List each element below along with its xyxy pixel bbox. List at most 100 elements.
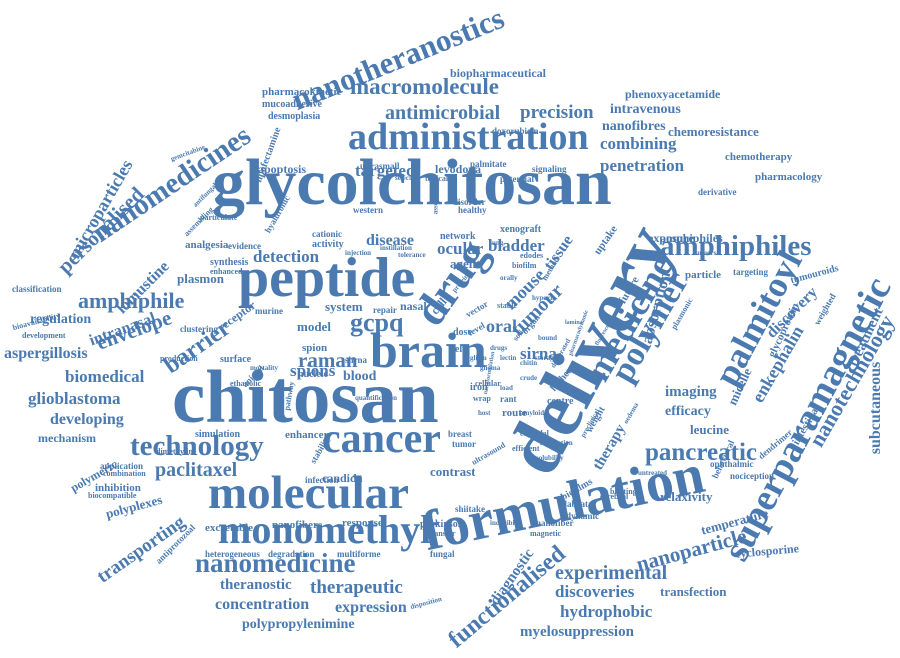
word-load: load xyxy=(500,384,513,392)
word-fungal: fungal xyxy=(430,549,455,559)
word-surface: surface xyxy=(220,354,252,365)
word-exposure: exposure xyxy=(648,231,694,245)
word-palmitate: palmitate xyxy=(470,159,507,169)
word-amphiphile: amphiphile xyxy=(78,288,185,313)
word-crude: crude xyxy=(520,374,538,382)
word-subcutaneous: subcutaneous xyxy=(867,361,885,455)
word-nanomedicine: nanomedicine xyxy=(195,548,356,578)
word-dynamic: dynamic xyxy=(566,511,600,521)
word-tolerance: tolerance xyxy=(398,251,426,259)
word-xenograft: xenograft xyxy=(500,224,542,235)
word-stable: stable xyxy=(497,301,517,310)
word-chitosan: chitosan xyxy=(172,356,439,439)
word-nanoparticle: nanoparticle xyxy=(633,523,750,577)
word-intravenous: intravenous xyxy=(610,102,681,117)
word-efficacy: efficacy xyxy=(665,404,711,419)
word-ocular: ocular xyxy=(437,239,484,258)
word-inducible: inducible xyxy=(490,519,518,527)
word-administration: administration xyxy=(348,116,589,158)
word-clustering: clustering xyxy=(180,324,218,334)
word-pharmacology: pharmacology xyxy=(755,171,823,183)
word-therapeutic: therapeutic xyxy=(310,577,403,598)
word-solubility: solubility xyxy=(536,454,564,462)
word-breast: breast xyxy=(448,429,472,439)
word-raman: raman xyxy=(298,348,358,372)
word-cellular: cellular xyxy=(475,379,501,388)
word-classification: classification xyxy=(12,284,62,294)
word-shrna: shrna xyxy=(345,355,368,365)
word-lamina: lamina xyxy=(565,320,583,326)
word-disposition: disposition xyxy=(409,594,443,612)
word-gliom: gliom xyxy=(470,354,487,362)
word-iron: iron xyxy=(470,382,488,393)
word-tumor: tumor xyxy=(452,439,476,449)
word-rant: rant xyxy=(500,394,517,404)
word-expression: expression xyxy=(335,599,407,616)
word-storage: storage xyxy=(535,354,557,362)
word-enhancer: enhancer xyxy=(285,429,329,441)
word-development: development xyxy=(22,331,66,340)
word-ophthalmic: ophthalmic xyxy=(710,459,754,469)
word-doxorubicin: doxorubicin xyxy=(492,126,539,136)
word-myelosuppression: myelosuppression xyxy=(520,624,634,640)
word-chemotherapy: chemotherapy xyxy=(725,151,793,163)
word-transfer: transfer xyxy=(428,529,456,538)
word-analgesia: analgesia xyxy=(185,239,229,251)
word-selective: selective xyxy=(395,174,420,182)
word-inhibition: inhibition xyxy=(95,482,141,494)
word-spions: spions xyxy=(290,361,336,380)
word-injection: injection xyxy=(345,249,372,257)
word-experimental: experimental xyxy=(555,562,668,584)
word-self: self xyxy=(451,344,466,355)
word-transfection: transfection xyxy=(660,584,727,599)
word-hypoxia: hypoxia xyxy=(532,294,556,302)
word-disease: disease xyxy=(366,232,414,249)
word-ultrasmall: ultrasmall xyxy=(360,161,400,171)
word-drugs: drugs xyxy=(490,344,508,352)
word-cerebral: cerebral xyxy=(600,492,629,501)
word-murine: murine xyxy=(255,306,283,316)
word-amyloid: amyloid xyxy=(520,409,545,417)
word-nanofiber: nanofiber xyxy=(536,518,574,528)
word-chitin: chitin xyxy=(520,359,538,367)
word-enhanced: enhanced xyxy=(210,267,243,276)
word-agent: agent xyxy=(450,256,481,271)
word-leucine: leucine xyxy=(690,422,729,437)
word-brain: brain xyxy=(370,322,487,378)
word-glabrata: glabrata xyxy=(560,499,593,509)
word-contrast: contrast xyxy=(430,464,476,479)
word-pharmacokinetic: pharmacokinetic xyxy=(262,86,342,98)
word-antimicrobial: antimicrobial xyxy=(385,102,501,124)
word-mortality: mortality xyxy=(250,364,278,372)
word-developing: developing xyxy=(50,411,124,428)
word-quantification: quantification xyxy=(355,394,398,402)
word-production: production xyxy=(160,354,198,363)
word-nanofibers: nanofibers xyxy=(272,519,323,531)
word-model: model xyxy=(297,319,331,334)
word-lectin: lectin xyxy=(500,354,517,362)
word-infection: infection xyxy=(305,475,339,485)
word-nanofibres: nanofibres xyxy=(602,119,666,134)
word-technology: technology xyxy=(130,430,264,462)
word-wrap: wrap xyxy=(473,394,491,403)
word-efficient: efficient xyxy=(512,444,540,453)
word-evidence: evidence xyxy=(228,241,261,251)
word-glioblastoma: glioblastoma xyxy=(28,389,121,408)
word-dose: dose xyxy=(453,327,472,338)
word-degradation: degradation xyxy=(268,549,315,559)
word-particulate: particulate xyxy=(200,213,238,222)
word-concentration: concentration xyxy=(215,596,310,613)
word-tumors: tumors xyxy=(695,249,717,257)
word-western: western xyxy=(353,205,383,215)
word-relaxivity: relaxivity xyxy=(660,489,713,504)
word-amphiphiles: amphiphiles xyxy=(660,231,723,245)
word-theranostic: theranostic xyxy=(220,577,292,593)
word-discoveries: discoveries xyxy=(555,582,635,601)
word-bound: bound xyxy=(538,334,558,342)
word-oral: oral xyxy=(486,316,517,336)
word-blotting: blotting xyxy=(610,487,637,496)
word-disorder: disorder xyxy=(453,197,486,207)
word-plasmon: plasmon xyxy=(177,271,224,286)
word-potential: potential xyxy=(500,174,535,184)
